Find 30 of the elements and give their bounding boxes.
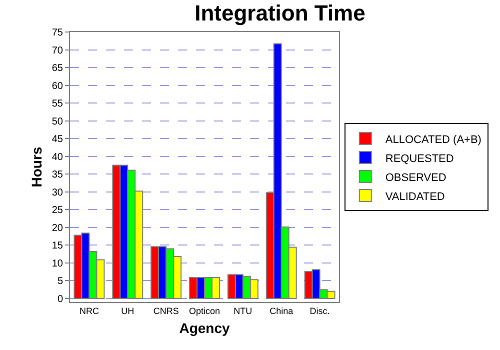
y-tick-label: 0 xyxy=(57,294,64,305)
x-tick-label: UH xyxy=(121,306,134,316)
y-tick-label: 25 xyxy=(52,205,64,216)
y-tick-label: 5 xyxy=(57,276,64,288)
x-axis-title: Agency xyxy=(179,320,230,336)
y-tick-label: 15 xyxy=(52,240,64,252)
legend-label: OBSERVED xyxy=(385,172,446,184)
y-tick-label: 40 xyxy=(52,152,64,163)
x-tick-label: Disc. xyxy=(310,306,330,316)
chart-title: Integration Time xyxy=(194,0,366,26)
x-tick-label: China xyxy=(270,306,294,316)
y-axis-title: Hours xyxy=(28,146,44,188)
x-tick-label: Opticon xyxy=(188,306,220,316)
y-tick-label: 10 xyxy=(52,258,64,270)
y-tick-label: 60 xyxy=(52,80,64,92)
y-tick-label: 35 xyxy=(52,170,64,181)
y-tick-label: 50 xyxy=(52,116,64,128)
y-tick-label: 75 xyxy=(52,28,64,38)
y-tick-label: 30 xyxy=(52,187,64,198)
x-tick-label: CNRS xyxy=(153,306,179,316)
x-tick-label: NRC xyxy=(79,306,100,316)
legend-label: VALIDATED xyxy=(385,190,445,203)
legend-label: ALLOCATED (A+B) xyxy=(385,134,482,146)
y-tick-label: 55 xyxy=(52,98,64,110)
y-tick-label: 20 xyxy=(52,222,64,234)
legend-label: REQUESTED xyxy=(385,152,454,165)
y-tick-label: 45 xyxy=(52,134,64,146)
y-tick-label: 70 xyxy=(52,45,64,56)
y-tick-label: 65 xyxy=(52,63,64,74)
x-tick-label: NTU xyxy=(234,306,252,316)
